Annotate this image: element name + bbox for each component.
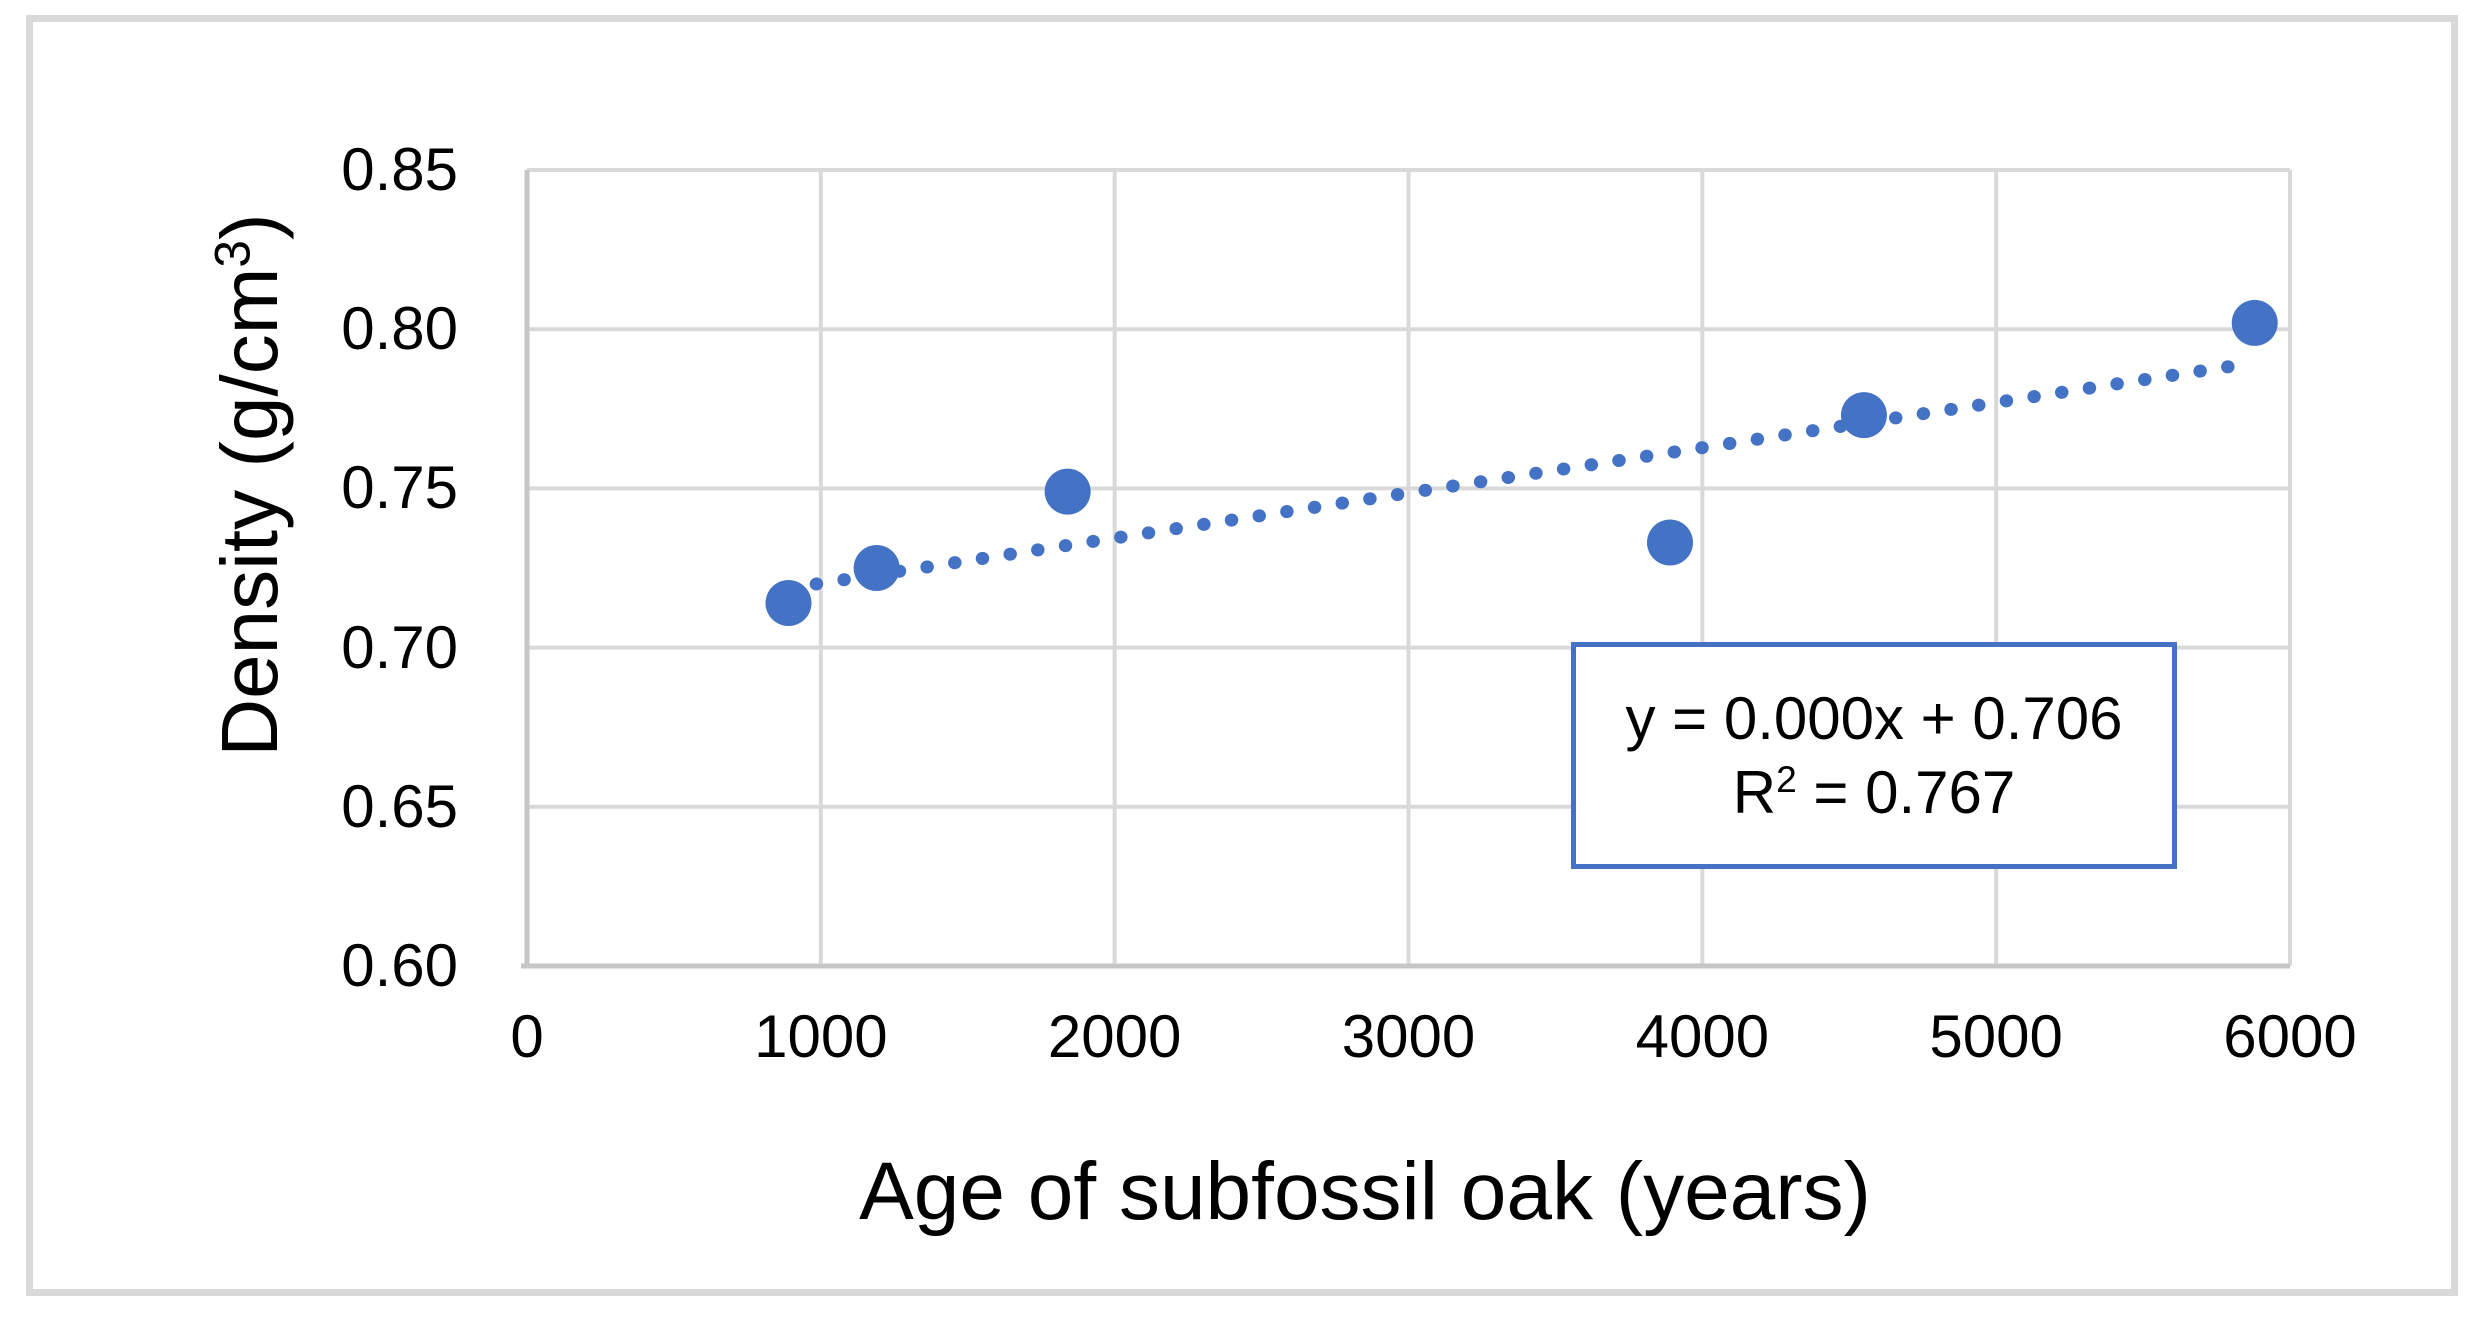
y-axis-title: Density (g/cm3) [204,213,296,756]
y-tick-label: 0.65 [341,772,458,840]
x-tick-label: 5000 [1929,1003,2063,1070]
y-tick-label: 0.80 [341,295,458,363]
data-point [2231,299,2278,346]
y-axis-title-suffix: ) [205,213,294,241]
data-point [765,580,812,627]
data-point [1044,468,1091,515]
y-axis-title-text: Density (g/cm [205,267,294,757]
r-squared-superscript: 2 [1776,757,1797,800]
x-tick-label: 0 [510,1003,544,1070]
data-point [1647,519,1694,566]
trendline [782,356,2262,595]
trendline-equation-box: y = 0.000x + 0.706 R2 = 0.767 [1571,642,2177,869]
x-tick-label: 2000 [1047,1003,1182,1070]
x-tick-label: 4000 [1635,1003,1770,1070]
y-axis-title-superscript: 3 [204,240,261,268]
r-squared-prefix: R [1732,758,1777,826]
data-point [1840,392,1887,439]
r-squared-value: = 0.767 [1796,758,2016,826]
y-tick-label: 0.70 [341,613,458,681]
data-point [853,545,900,591]
r-squared-label: R2 = 0.767 [1732,757,2016,826]
y-tick-label: 0.85 [341,136,458,203]
x-tick-label: 1000 [754,1003,888,1070]
x-tick-label: 6000 [2223,1003,2357,1070]
y-tick-label: 0.60 [341,932,458,999]
y-tick-label: 0.75 [341,454,458,522]
trendline-equation: y = 0.000x + 0.706 [1625,684,2123,752]
x-axis-title: Age of subfossil oak (years) [859,1146,1871,1237]
x-tick-label: 3000 [1341,1003,1476,1070]
